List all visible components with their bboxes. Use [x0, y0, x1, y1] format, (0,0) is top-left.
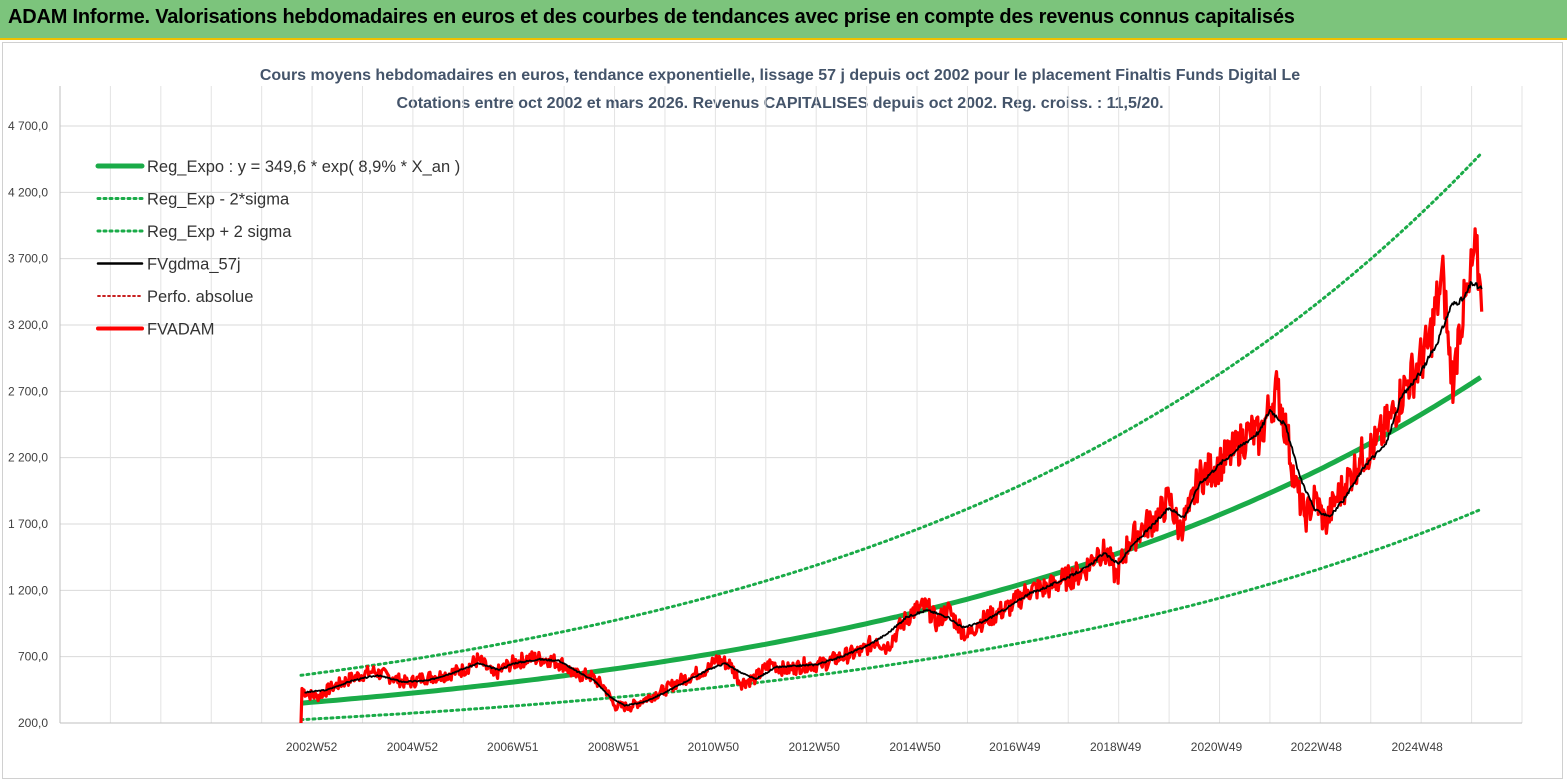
y-tick-label: 2 700,0	[8, 384, 48, 398]
x-tick-label: 2012W50	[789, 740, 841, 754]
series-reg-exp-plus-2sigma	[299, 152, 1483, 677]
y-axis: 200,0 700,0 1 200,0 1 700,0 2 200,0 2 700,0 3 …	[8, 86, 61, 730]
chart-title-line-2: Cotations entre oct 2002 et mars 2026. R…	[396, 95, 1163, 112]
series-reg-exp-minus-2sigma	[299, 508, 1483, 722]
legend-label: Perfo. absolue	[147, 288, 253, 306]
report-banner: ADAM Informe. Valorisations hebdomadaire…	[0, 0, 1567, 40]
x-axis: 2002W52 2004W52 2006W51 2008W51 2010W50 2012W…	[60, 722, 1522, 754]
x-tick-label: 2024W48	[1391, 740, 1443, 754]
x-tick-label: 2022W48	[1291, 740, 1343, 754]
y-tick-label: 2 200,0	[8, 451, 48, 465]
chart-legend: Reg_Expo : y = 349,6 * exp( 8,9% * X_an …	[95, 158, 460, 339]
y-tick-label: 4 700,0	[8, 119, 48, 133]
series-reg-expo	[300, 375, 1483, 706]
y-tick-label: 3 700,0	[8, 252, 48, 266]
x-tick-label: 2016W49	[989, 740, 1041, 754]
x-tick-label: 2014W50	[889, 740, 941, 754]
x-tick-label: 2004W52	[387, 740, 439, 754]
x-tick-label: 2018W49	[1090, 740, 1142, 754]
x-tick-label: 2020W49	[1191, 740, 1243, 754]
y-tick-label: 3 200,0	[8, 318, 48, 332]
y-tick-label: 1 200,0	[8, 583, 48, 597]
chart-title-line-1: Cours moyens hebdomadaires en euros, ten…	[260, 67, 1300, 84]
series-fvadam	[299, 227, 1484, 724]
y-tick-label: 200,0	[18, 716, 48, 730]
y-tick-label: 1 700,0	[8, 517, 48, 531]
legend-label: FVgdma_57j	[147, 256, 241, 274]
x-tick-label: 2010W50	[688, 740, 740, 754]
report-banner-title: ADAM Informe. Valorisations hebdomadaire…	[8, 6, 1295, 28]
chart-frame	[2, 42, 1563, 779]
x-tick-label: 2002W52	[286, 740, 338, 754]
y-tick-label: 700,0	[18, 650, 48, 664]
series-fvgdma-57j	[304, 281, 1483, 707]
y-tick-label: 4 200,0	[8, 185, 48, 199]
legend-label: Reg_Expo : y = 349,6 * exp( 8,9% * X_an …	[147, 158, 460, 176]
plot-area	[299, 152, 1484, 724]
gridlines	[59, 86, 1523, 724]
x-tick-label: 2006W51	[487, 740, 539, 754]
legend-label: Reg_Exp - 2*sigma	[147, 191, 290, 209]
legend-label: FVADAM	[147, 321, 215, 339]
legend-label: Reg_Exp + 2 sigma	[147, 223, 292, 241]
x-tick-label: 2008W51	[588, 740, 640, 754]
